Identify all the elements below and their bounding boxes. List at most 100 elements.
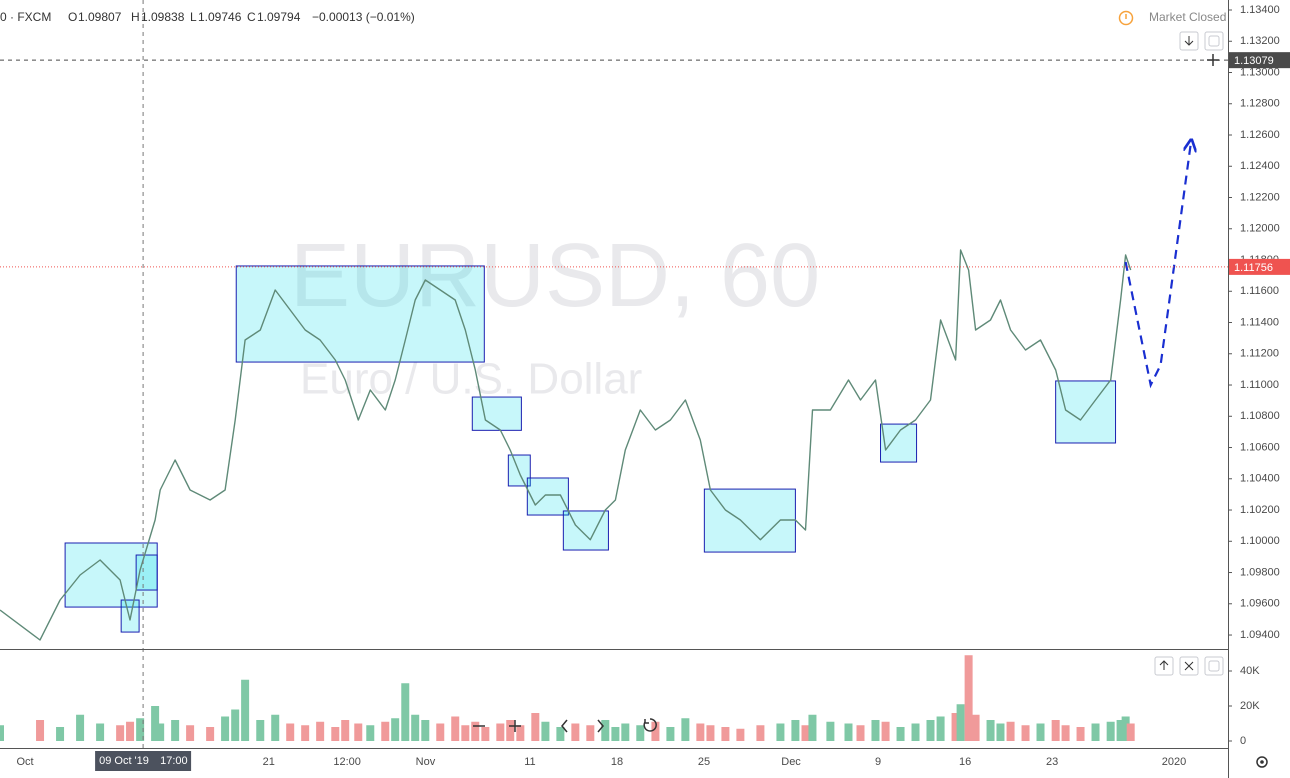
volume-bar <box>411 714 420 741</box>
volume-tick-label: 20K <box>1240 700 1260 712</box>
volume-bar <box>871 719 880 741</box>
volume-bar <box>461 725 470 741</box>
volume-bar <box>0 725 4 741</box>
volume-bar <box>964 655 973 741</box>
plot <box>0 0 1228 748</box>
volume-bar <box>221 716 230 741</box>
scroll-left-button[interactable] <box>561 719 568 733</box>
volume-bar <box>896 726 905 741</box>
ohlc-legend: O 1.09807 H 1.09838 L 1.09746 C 1.09794 … <box>68 10 415 24</box>
volume-bar <box>381 721 390 741</box>
pane-close-button[interactable] <box>1179 656 1199 676</box>
volume-bar <box>844 723 853 741</box>
volume-bar <box>1126 723 1135 741</box>
volume-bar <box>481 726 490 741</box>
volume-bar <box>516 725 525 741</box>
y-tick-label: 1.13000 <box>1240 66 1280 78</box>
zone <box>507 454 531 487</box>
volume-bar <box>421 719 430 741</box>
x-tick-label: 25 <box>698 756 710 768</box>
y-tick-label: 1.09600 <box>1240 598 1280 610</box>
symbol-source: 0 · FXCM <box>0 10 51 24</box>
volume-bar <box>206 726 215 741</box>
volume-bar <box>996 723 1005 741</box>
open-label: O <box>68 10 77 24</box>
x-tick-label: 16 <box>959 756 971 768</box>
volume-bar <box>791 719 800 741</box>
close-label: C <box>247 10 256 24</box>
volume-bar <box>531 712 540 741</box>
close-value: 1.09794 <box>257 10 301 24</box>
x-tick-label: 12:00 <box>333 756 361 768</box>
volume-bar <box>1116 719 1125 741</box>
volume-bar <box>601 719 610 741</box>
scroll-button[interactable] <box>1179 31 1199 51</box>
volume-bar <box>286 723 295 741</box>
y-tick-label: 1.10600 <box>1240 441 1280 453</box>
y-tick-label: 1.10200 <box>1240 504 1280 516</box>
volume-bar <box>986 719 995 741</box>
status-icon <box>1118 10 1134 26</box>
volume-bar <box>666 726 675 741</box>
pane-maximize-button[interactable] <box>1204 656 1224 676</box>
volume-bar <box>391 718 400 741</box>
volume-bar <box>496 723 505 741</box>
volume-bar <box>151 705 160 741</box>
volume-bar <box>331 726 340 741</box>
y-tick-label: 1.12800 <box>1240 98 1280 110</box>
volume-bar <box>776 723 785 741</box>
low-label: L <box>190 10 197 24</box>
y-tick-label: 1.11600 <box>1240 285 1279 297</box>
volume-bar <box>1006 721 1015 741</box>
x-tick-label: Oct <box>17 756 34 768</box>
projection <box>1124 145 1191 389</box>
volume-bar <box>541 721 550 741</box>
volume-bar <box>636 725 645 741</box>
y-tick-label: 1.11400 <box>1240 316 1279 328</box>
zone <box>235 265 485 363</box>
volume-bar <box>451 716 460 741</box>
market-status[interactable]: Market Closed <box>1118 10 1227 26</box>
volume-bar <box>571 723 580 741</box>
y-tick-label: 1.12600 <box>1240 129 1280 141</box>
low-value: 1.09746 <box>198 10 242 24</box>
market-status-text: Market Closed <box>1149 10 1226 24</box>
volume-bar <box>271 714 280 741</box>
y-tick-label: 1.10000 <box>1240 535 1280 547</box>
volume-bar <box>36 719 45 741</box>
crosshair-time: 17:00 <box>160 755 188 767</box>
volume-bar <box>936 716 945 741</box>
price-level-label: 1.11756 <box>1234 262 1273 274</box>
high-value: 1.09838 <box>141 10 185 24</box>
price-level-label: 1.13079 <box>1234 55 1274 67</box>
volume-bar <box>756 725 765 741</box>
volume-bar <box>136 718 145 741</box>
price-line <box>0 249 1132 641</box>
volume-tick-label: 40K <box>1240 665 1260 677</box>
volume-bar <box>1091 723 1100 741</box>
zone <box>526 477 569 516</box>
x-tick-label: 21 <box>263 756 275 768</box>
scroll-right-button[interactable] <box>597 719 604 733</box>
zone <box>880 423 918 463</box>
volume-bar <box>76 714 85 741</box>
volume-bar <box>186 725 195 741</box>
settings-button[interactable] <box>1256 756 1268 768</box>
volume-bar <box>1076 726 1085 741</box>
y-tick-label: 1.10400 <box>1240 473 1280 485</box>
high-label: H <box>131 10 140 24</box>
price-level-badge <box>1229 258 1290 275</box>
y-tick-label: 1.09400 <box>1240 629 1280 641</box>
volume-bar <box>951 712 960 741</box>
pane-up-button[interactable] <box>1154 656 1174 676</box>
volume-bar <box>171 719 180 741</box>
volume-bar <box>696 723 705 741</box>
maximize-button[interactable] <box>1204 31 1224 51</box>
reset-button[interactable] <box>643 718 657 732</box>
volume-bar <box>1051 719 1060 741</box>
y-tick-label: 1.12000 <box>1240 223 1280 235</box>
zoom-in-button[interactable] <box>509 720 521 732</box>
y-tick-label: 1.11200 <box>1240 348 1279 360</box>
volume-bar <box>1106 721 1115 741</box>
